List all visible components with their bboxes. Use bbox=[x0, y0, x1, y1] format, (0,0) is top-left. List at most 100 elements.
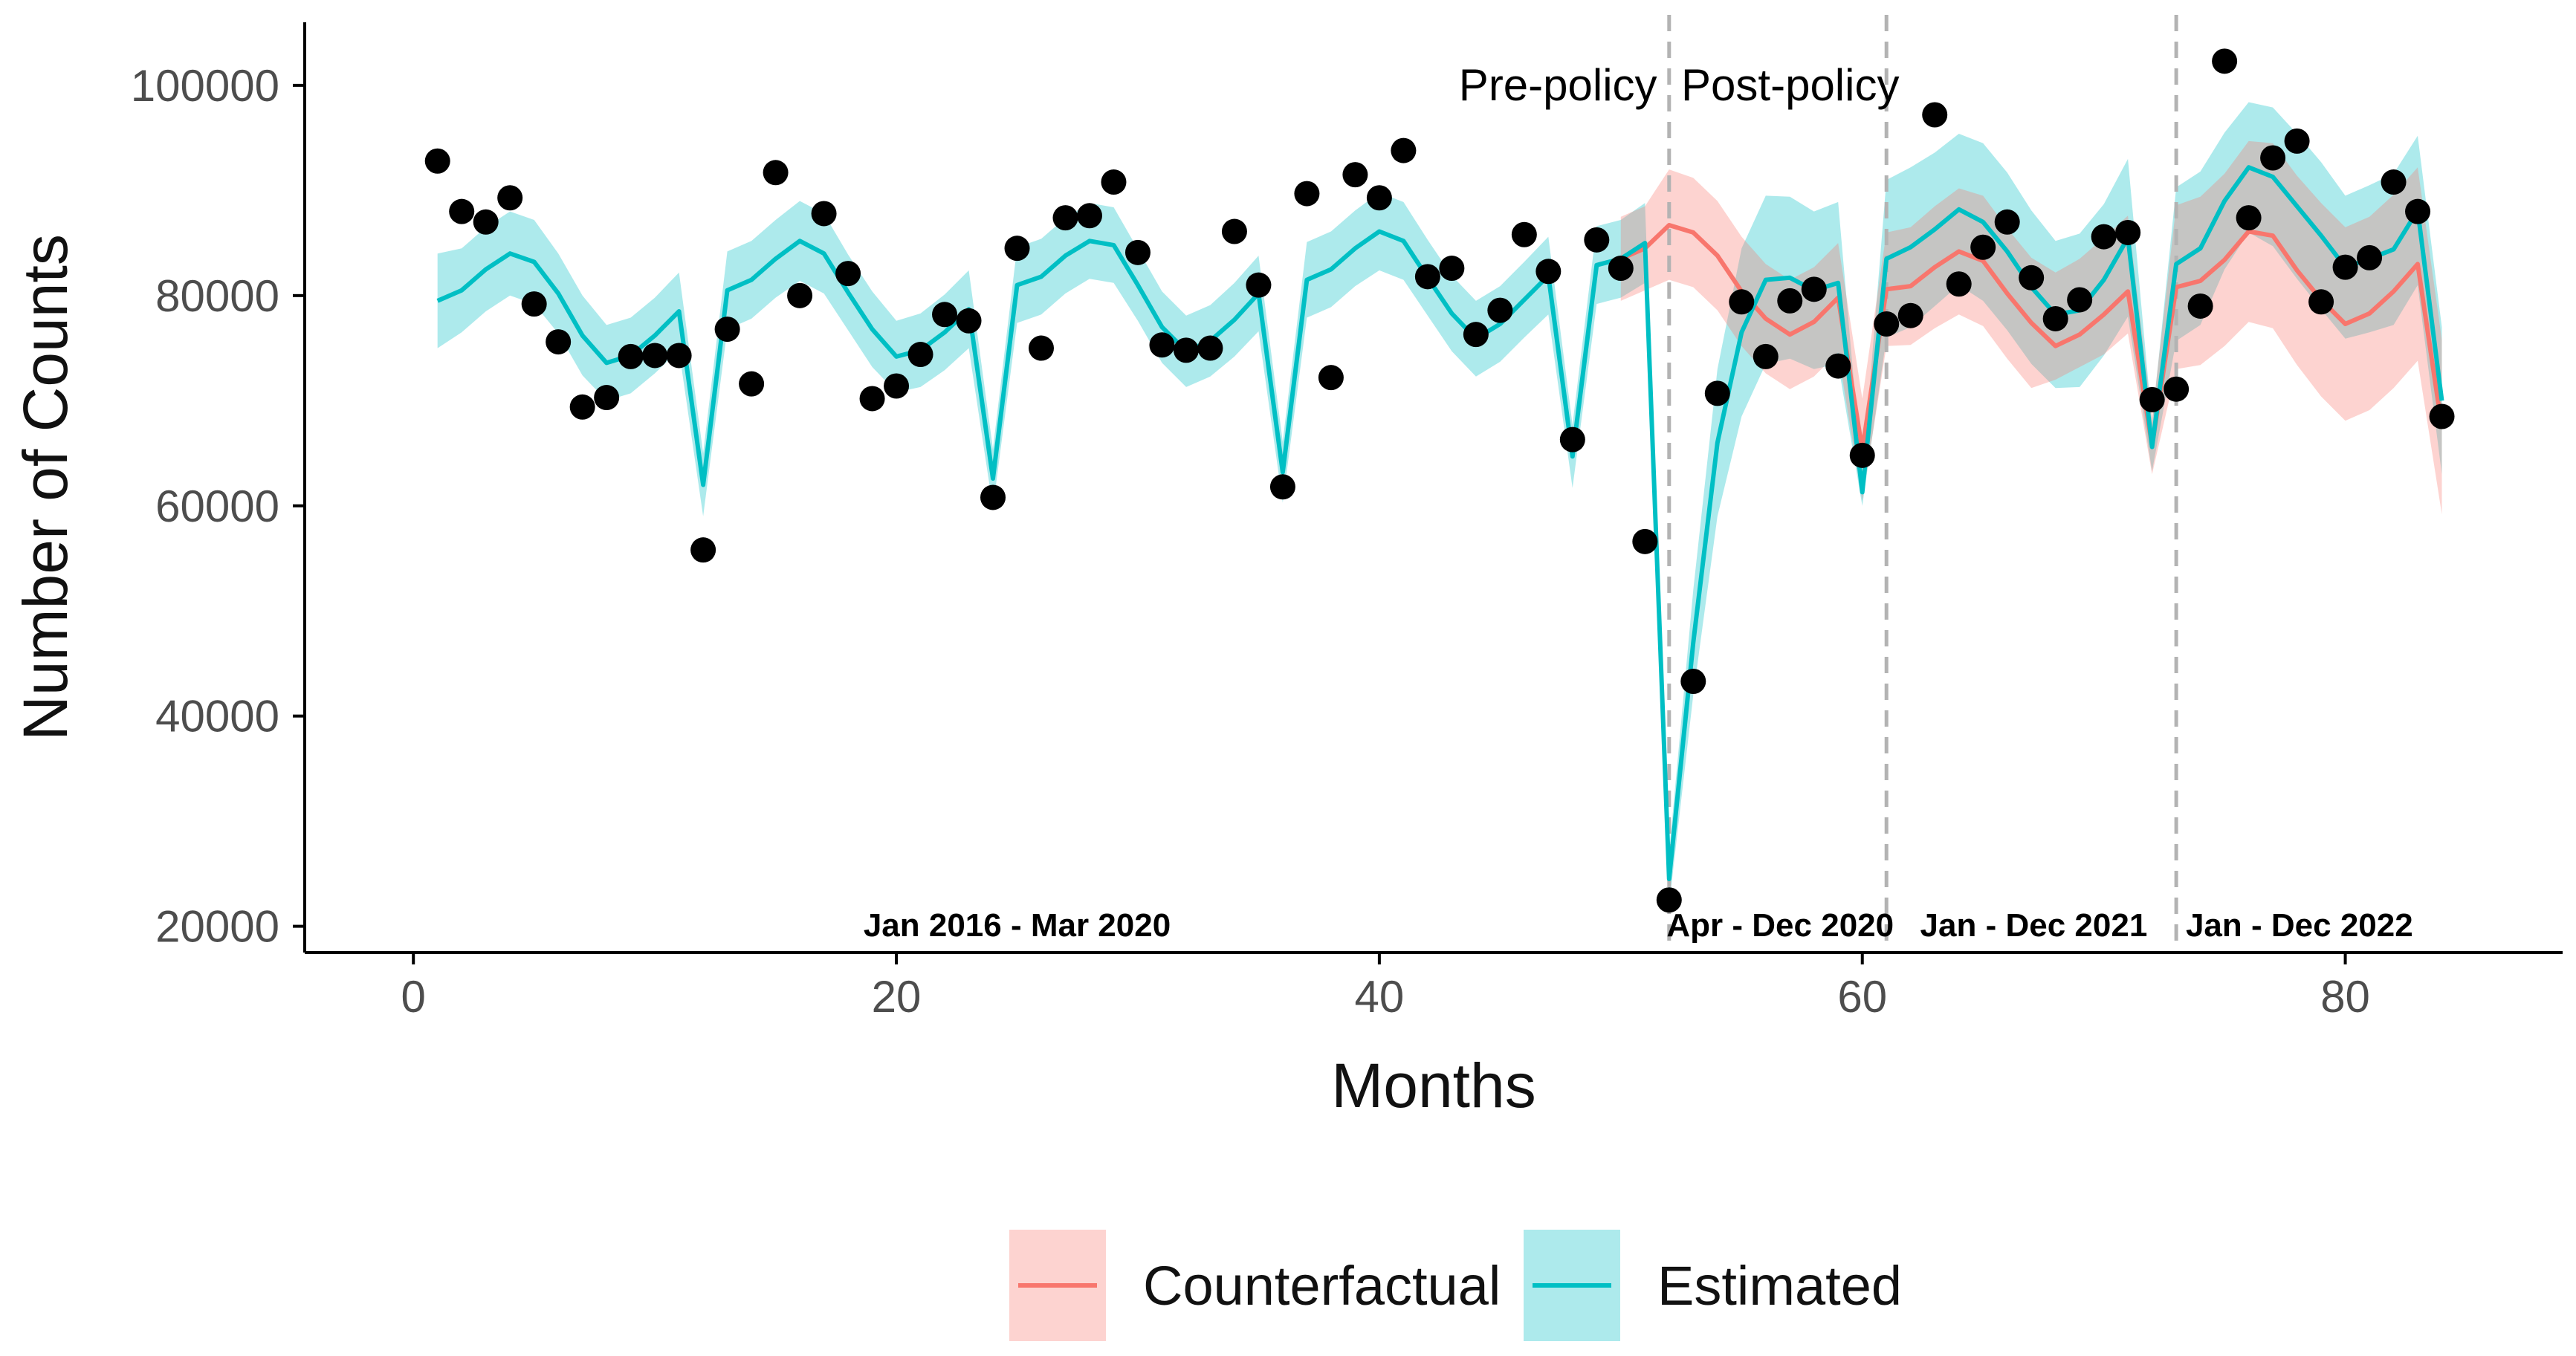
observed-point bbox=[2260, 145, 2286, 171]
observed-point bbox=[2381, 169, 2407, 195]
counterfactual-ci-band bbox=[1620, 140, 2442, 515]
policy-lines-layer bbox=[1667, 15, 2178, 953]
observed-point bbox=[787, 282, 813, 308]
observed-point bbox=[2212, 48, 2238, 74]
x-axis-title: Months bbox=[1331, 1051, 1535, 1120]
observed-point bbox=[521, 291, 547, 317]
observed-point bbox=[1197, 335, 1223, 361]
bands-layer bbox=[437, 102, 2442, 906]
observed-point bbox=[1391, 137, 1417, 163]
observed-point bbox=[1559, 426, 1585, 452]
observed-point bbox=[690, 537, 716, 563]
observed-point bbox=[473, 209, 499, 235]
observed-point bbox=[1922, 102, 1948, 128]
observed-point bbox=[956, 308, 982, 334]
pre-policy-label: Pre-policy bbox=[1459, 60, 1657, 110]
period-label: Apr - Dec 2020 bbox=[1666, 907, 1894, 944]
observed-point bbox=[1970, 234, 1996, 260]
observed-point bbox=[1076, 203, 1102, 229]
observed-point bbox=[2187, 293, 2213, 319]
observed-point bbox=[1487, 297, 1513, 323]
observed-point bbox=[1535, 259, 1562, 285]
y-tick-label: 60000 bbox=[155, 481, 279, 531]
observed-point bbox=[1052, 205, 1078, 231]
observed-point bbox=[2284, 128, 2310, 154]
observed-point bbox=[907, 342, 933, 368]
x-tick-label: 80 bbox=[2320, 972, 2370, 1022]
observed-point bbox=[1801, 276, 1827, 302]
observed-point bbox=[1946, 271, 1972, 297]
observed-point bbox=[1704, 380, 1730, 406]
legend: Counterfactual Estimated bbox=[1009, 1230, 1902, 1341]
observed-point bbox=[2139, 386, 2165, 412]
observed-point bbox=[1777, 288, 1803, 314]
counterfactual-line bbox=[1619, 223, 2444, 452]
observed-point bbox=[2357, 244, 2383, 270]
series-lines-layer bbox=[436, 165, 2444, 881]
observed-point bbox=[569, 394, 595, 420]
observed-point bbox=[2164, 376, 2190, 402]
y-tick-label: 80000 bbox=[155, 271, 279, 321]
x-tick-label: 20 bbox=[872, 972, 922, 1022]
observed-point bbox=[1897, 302, 1923, 328]
observed-point bbox=[1656, 887, 1682, 913]
legend-label-counterfactual: Counterfactual bbox=[1143, 1255, 1501, 1317]
observed-point bbox=[2019, 265, 2045, 291]
observed-point bbox=[884, 373, 910, 399]
observed-point bbox=[1124, 239, 1151, 265]
observed-point bbox=[594, 385, 620, 411]
observed-point bbox=[642, 343, 668, 369]
period-label: Jan - Dec 2022 bbox=[2186, 907, 2413, 944]
observed-point bbox=[1874, 311, 1900, 337]
observed-point bbox=[859, 386, 885, 412]
observed-point bbox=[1632, 528, 1658, 554]
period-label: Jan 2016 - Mar 2020 bbox=[864, 907, 1171, 944]
observed-point bbox=[1608, 256, 1634, 282]
observed-point bbox=[424, 148, 450, 174]
observed-point bbox=[497, 185, 523, 211]
observed-point bbox=[2042, 305, 2068, 331]
observed-point bbox=[811, 201, 837, 227]
observed-point bbox=[763, 160, 789, 186]
observed-point bbox=[2332, 254, 2358, 280]
observed-point bbox=[1149, 332, 1175, 358]
observed-point bbox=[714, 317, 740, 343]
observed-points-layer bbox=[424, 48, 2455, 913]
x-tick-label: 60 bbox=[1837, 972, 1887, 1022]
observed-point bbox=[835, 261, 861, 287]
estimated-ci-band bbox=[437, 102, 2442, 906]
observed-point bbox=[1463, 322, 1489, 348]
y-ticks: 20000 40000 60000 80000 100000 bbox=[131, 61, 305, 952]
observed-point bbox=[1221, 218, 1247, 244]
observed-point bbox=[2308, 289, 2334, 315]
observed-point bbox=[1849, 442, 1875, 468]
observed-point bbox=[2236, 205, 2262, 231]
observed-point bbox=[1246, 272, 1272, 298]
observed-point bbox=[980, 484, 1006, 510]
observed-point bbox=[2067, 287, 2093, 313]
observed-point bbox=[1318, 365, 1344, 391]
observed-point bbox=[666, 343, 692, 369]
x-ticks: 0 20 40 60 80 bbox=[401, 953, 2370, 1022]
y-tick-label: 40000 bbox=[155, 692, 279, 742]
observed-point bbox=[1511, 221, 1537, 247]
observed-point bbox=[2115, 219, 2141, 245]
observed-point bbox=[1366, 185, 1392, 211]
observed-point bbox=[1994, 209, 2020, 235]
observed-point bbox=[546, 329, 572, 355]
observed-point bbox=[932, 302, 958, 328]
observed-point bbox=[1680, 669, 1706, 695]
observed-point bbox=[1269, 474, 1295, 500]
observed-point bbox=[1729, 289, 1755, 315]
y-tick-label: 20000 bbox=[155, 902, 279, 952]
estimated-line bbox=[436, 165, 2444, 881]
y-axis-title: Number of Counts bbox=[10, 234, 80, 741]
observed-point bbox=[618, 343, 644, 369]
legend-label-estimated: Estimated bbox=[1657, 1255, 1902, 1317]
observed-point bbox=[1753, 343, 1779, 369]
observed-point bbox=[1004, 236, 1030, 262]
x-tick-label: 0 bbox=[401, 972, 426, 1022]
observed-point bbox=[1029, 335, 1055, 361]
